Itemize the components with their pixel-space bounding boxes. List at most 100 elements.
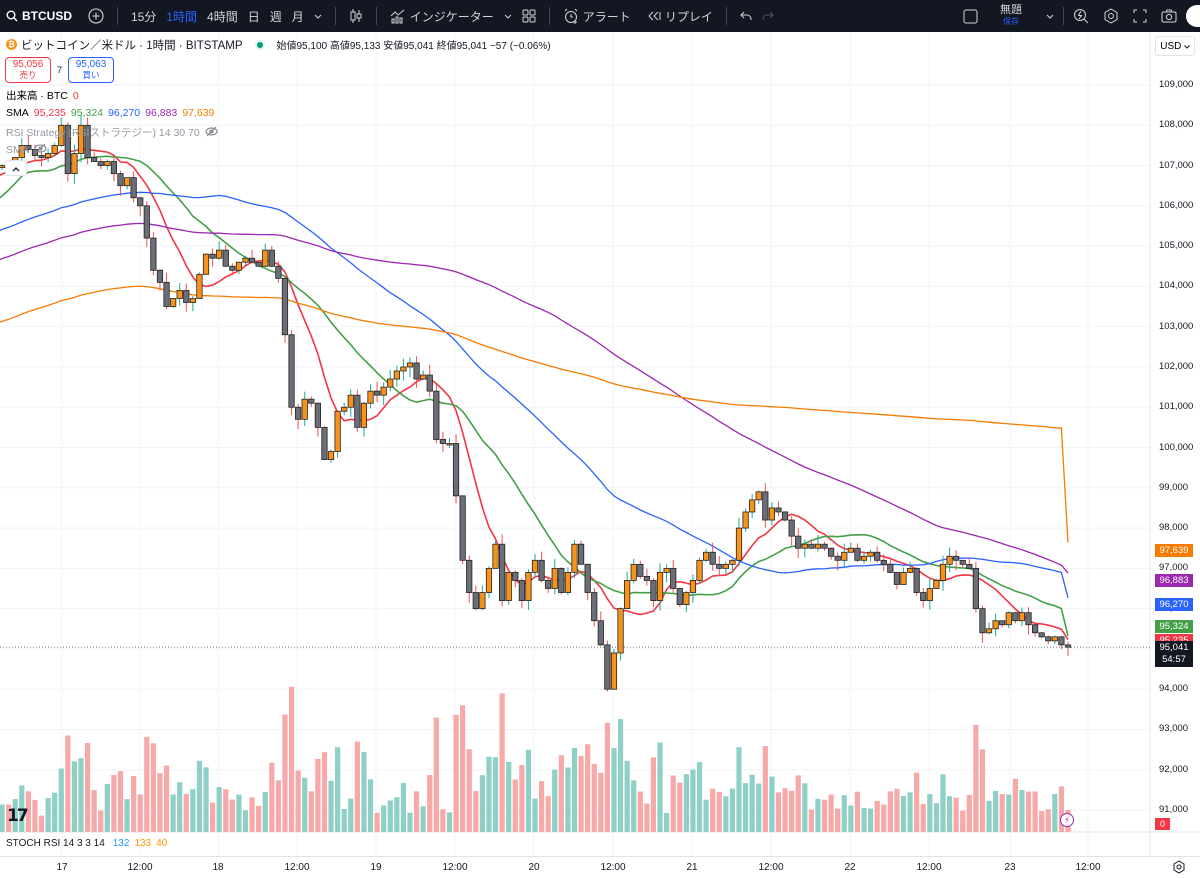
price-label: 108,000 <box>1159 119 1194 131</box>
eye-hidden-icon[interactable] <box>205 126 218 140</box>
interval-4h[interactable]: 4時間 <box>202 0 243 32</box>
stoch-label: STOCH RSI 14 3 3 14 <box>6 838 105 849</box>
price-label: 91,000 <box>1159 804 1189 816</box>
sell-label: 売り <box>19 70 37 80</box>
fullscreen-icon <box>1133 9 1147 23</box>
indicators-button[interactable]: インジケーター <box>385 0 517 32</box>
alert-label: アラート <box>582 9 631 24</box>
compare-symbol-button[interactable] <box>83 0 109 32</box>
interval-dropdown[interactable] <box>309 0 327 32</box>
layout-name-button[interactable]: 無題 保存 <box>995 0 1027 32</box>
currency-label: USD <box>1160 40 1182 52</box>
volume-legend[interactable]: 出来高 · BTC 0 <box>6 88 79 103</box>
camera-icon <box>1161 9 1177 23</box>
symbol-title[interactable]: ビットコイン／米ドル · 1時間 · BITSTAMP <box>21 39 243 52</box>
sma-legend[interactable]: SMA 95,235 95,324 96,270 96,883 97,639 <box>6 107 214 119</box>
interval-label: 1時間 <box>166 9 198 24</box>
buy-button[interactable]: 95,063 買い <box>68 57 115 83</box>
chart-settings-button[interactable] <box>1172 860 1186 874</box>
chart-legend: ₿ ビットコイン／米ドル · 1時間 · BITSTAMP 始値95,100 高… <box>6 37 551 52</box>
settings-button[interactable] <box>1098 0 1124 32</box>
last-price-tag: 95,041 54:57 <box>1155 641 1193 667</box>
price-label: 103,000 <box>1159 320 1194 332</box>
price-label: 99,000 <box>1159 481 1189 493</box>
sma-value-2: 95,324 <box>70 107 104 119</box>
time-label: 21 <box>686 862 698 873</box>
quick-search-button[interactable] <box>1068 0 1094 32</box>
stoch-value-1: 132 <box>112 838 130 849</box>
interval-month[interactable]: 月 <box>287 0 309 32</box>
layout-dropdown[interactable] <box>1041 0 1059 32</box>
price-label: 94,000 <box>1159 683 1189 695</box>
interval-1h[interactable]: 1時間 <box>161 0 202 32</box>
price-label: 100,000 <box>1159 441 1194 453</box>
price-label: 109,000 <box>1159 79 1194 90</box>
fullscreen-button[interactable] <box>1128 0 1152 32</box>
sma-value-3: 96,270 <box>108 107 141 119</box>
plus-circle-icon <box>88 8 104 24</box>
sma-price-tag: 97,639 <box>1155 544 1193 557</box>
time-axis[interactable]: 17 12:00 18 12:00 19 12:00 20 12:00 21 12:00 22 12:… <box>0 856 1200 878</box>
rsi-strategy-label: RSI Strategy (RSIストラテジー) 14 30 70 <box>6 127 200 139</box>
interval-label: 15分 <box>131 9 157 24</box>
rsi-strategy-legend[interactable]: RSI Strategy (RSIストラテジー) 14 30 70 <box>6 125 218 140</box>
indicators-icon <box>390 9 406 24</box>
time-label: 22 <box>844 862 856 873</box>
time-label: 18 <box>212 862 224 873</box>
save-label: 保存 <box>1003 17 1019 26</box>
interval-15m[interactable]: 15分 <box>126 0 161 32</box>
sma-price-tag: 96,270 <box>1155 598 1193 611</box>
stoch-rsi-legend[interactable]: STOCH RSI 14 3 3 14 132 133 40 <box>6 838 167 849</box>
alert-button[interactable]: アラート <box>558 0 636 32</box>
spread-value: 7 <box>57 65 63 75</box>
layouts-button[interactable] <box>517 0 541 32</box>
chart-type-button[interactable] <box>344 0 368 32</box>
avatar[interactable] <box>1186 5 1200 27</box>
time-label: 12:00 <box>442 862 468 873</box>
market-status-icon[interactable] <box>254 39 265 50</box>
sma-price-tag: 96,883 <box>1155 574 1193 587</box>
price-axis[interactable]: 109,000 108,000 107,000 106,000 105,000 104,0… <box>1150 32 1200 834</box>
price-label: 98,000 <box>1159 522 1189 534</box>
volume-value: 0 <box>72 89 79 102</box>
sell-price: 95,056 <box>12 59 44 70</box>
buy-price: 95,063 <box>75 59 107 70</box>
currency-select[interactable]: USD <box>1155 36 1195 56</box>
layout-toggle-button[interactable] <box>958 0 983 32</box>
interval-day[interactable]: 日 <box>243 0 265 32</box>
chevron-down-icon <box>504 14 512 19</box>
chevron-up-icon <box>12 159 20 177</box>
price-label: 92,000 <box>1159 763 1189 775</box>
redo-button[interactable] <box>757 0 779 32</box>
undo-button[interactable] <box>735 0 757 32</box>
replay-button[interactable]: リプレイ <box>642 0 718 32</box>
volume-label: 出来高 · BTC <box>6 90 68 102</box>
time-label: 23 <box>1004 862 1016 873</box>
sma2-label: SMA <box>6 144 29 156</box>
interval-label: 4時間 <box>207 9 238 24</box>
collapse-legend-button[interactable] <box>5 160 27 176</box>
snapshot-button[interactable] <box>1156 0 1182 32</box>
chevron-down-icon <box>314 14 322 19</box>
symbol-row: ₿ ビットコイン／米ドル · 1時間 · BITSTAMP 始値95,100 高… <box>6 37 551 52</box>
time-label: 20 <box>528 862 540 873</box>
tradingview-logo[interactable]: 17 <box>7 806 29 826</box>
square-icon <box>963 9 978 24</box>
time-label: 12:00 <box>916 862 942 873</box>
lightning-search-icon <box>1073 8 1089 24</box>
top-toolbar: BTCUSD 15分 1時間 4時間 日 週 月 インジケーター アラート <box>0 0 1200 32</box>
alarm-clock-icon <box>563 8 579 24</box>
sma2-legend[interactable]: SMA <box>6 143 47 157</box>
price-label: 101,000 <box>1159 401 1194 413</box>
symbol-search-button[interactable]: BTCUSD <box>0 0 77 32</box>
rewind-icon <box>647 11 661 21</box>
divider <box>1063 7 1064 25</box>
sell-button[interactable]: 95,056 売り <box>5 57 51 83</box>
time-label: 17 <box>56 862 68 873</box>
divider <box>725 7 727 25</box>
lightning-icon[interactable]: ⚡ <box>1060 813 1074 827</box>
interval-week[interactable]: 週 <box>265 0 287 32</box>
price-chart[interactable] <box>0 32 1200 878</box>
chart-pane[interactable] <box>0 32 1200 878</box>
eye-hidden-icon[interactable] <box>34 143 47 157</box>
